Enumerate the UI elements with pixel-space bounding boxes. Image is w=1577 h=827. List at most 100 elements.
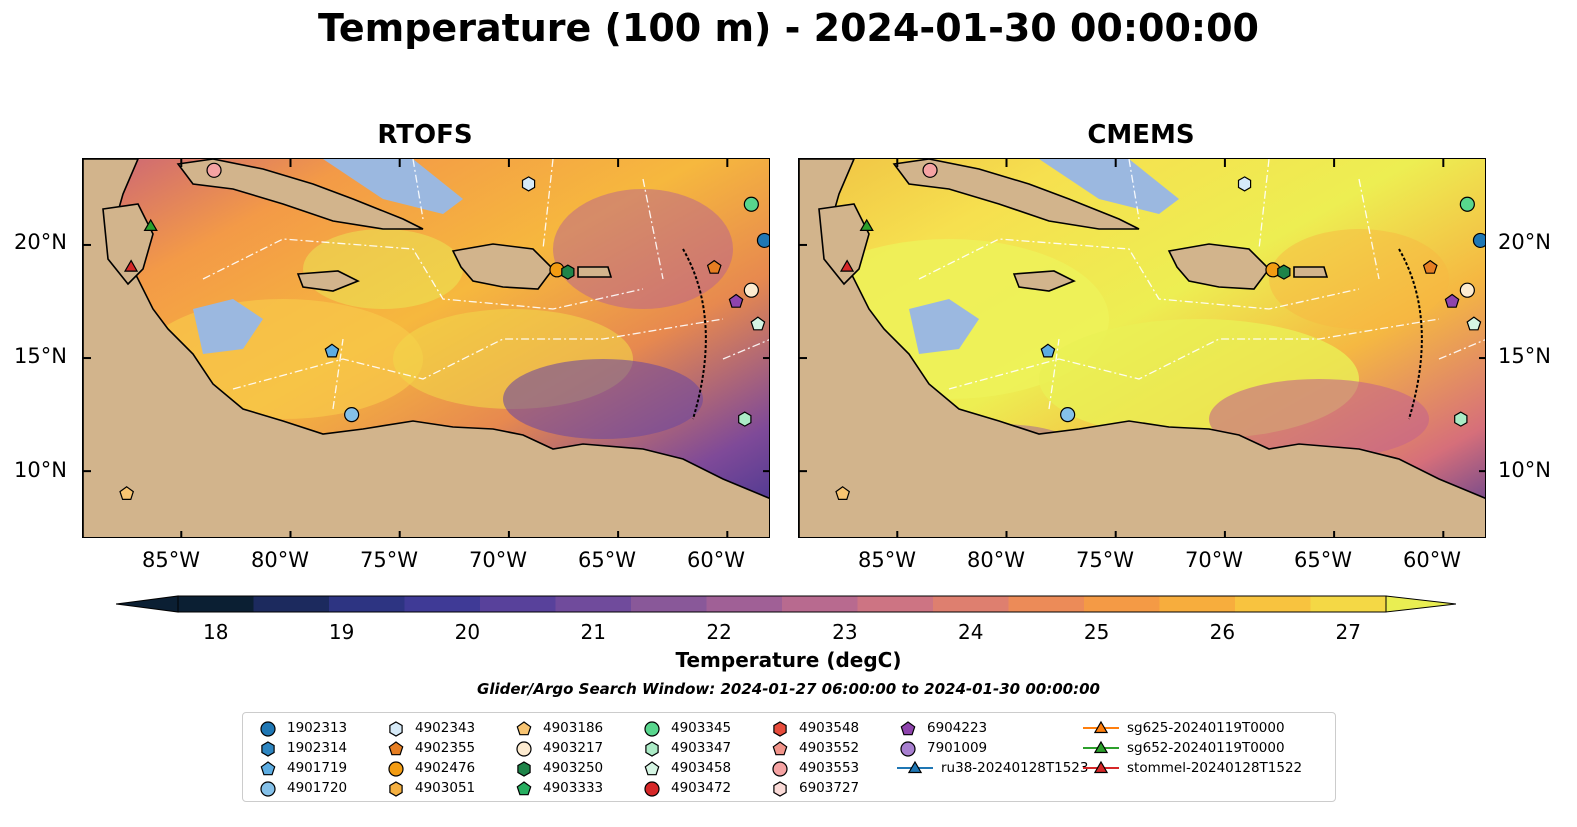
- legend-marker-shape: [907, 760, 923, 774]
- legend-marker-icon: [900, 721, 916, 736]
- legend-marker-icon: [772, 761, 788, 777]
- legend-label: 4903458: [671, 760, 732, 776]
- float-marker-1902313: [1472, 232, 1485, 249]
- marker-legend: 1902313 1902314 4901719 4901720 4902343 49023…: [242, 712, 1336, 802]
- legend-marker-shape: [644, 721, 660, 737]
- land-hispaniola: [1167, 243, 1271, 290]
- legend-label: 4903051: [415, 780, 476, 796]
- legend-marker-shape: [1093, 720, 1109, 734]
- eez-boundary-line: [412, 159, 424, 220]
- temperature-patch: [1209, 379, 1429, 459]
- legend-label: 4903347: [671, 740, 732, 756]
- eez-boundary-line: [1128, 159, 1140, 220]
- legend-marker-icon: [516, 741, 532, 757]
- shelf-bahamas: [323, 159, 463, 214]
- legend-label: 4901720: [287, 780, 348, 796]
- legend-marker-icon: [388, 761, 404, 777]
- colorbar-tick-26: 26: [1209, 620, 1236, 644]
- legend-marker-shape: [773, 781, 787, 797]
- lon-label-85w-left: 85°W: [142, 548, 200, 572]
- colorbar-segment: [782, 596, 858, 612]
- legend-marker-shape: [644, 761, 660, 776]
- legend-marker-shape: [388, 741, 404, 756]
- legend-item-ru38-20240128T1523: ru38-20240128T1523: [897, 759, 1088, 777]
- eez-boundary-line: [1048, 338, 1060, 410]
- legend-marker-shape: [644, 781, 660, 797]
- legend-label: 1902314: [287, 740, 348, 756]
- colorbar-tick-19: 19: [328, 620, 355, 644]
- colorbar-segment: [253, 596, 330, 612]
- land-puerto-rico: [577, 266, 613, 278]
- colorbar-tick-25: 25: [1083, 620, 1110, 644]
- colorbar-segment: [933, 596, 1009, 612]
- eez-boundary-line: [642, 178, 664, 280]
- legend-marker-icon: [516, 781, 532, 796]
- float-marker-1902313: [756, 232, 769, 249]
- colorbar-label: Temperature (degC): [675, 648, 902, 672]
- legend-label: 6904223: [927, 720, 988, 736]
- lon-label-70w-left: 70°W: [469, 548, 527, 572]
- legend-label: 4903250: [543, 760, 604, 776]
- temperature-patch: [553, 189, 733, 309]
- legend-marker-shape: [1093, 740, 1109, 754]
- legend-item-stommel-20240128T1522: stommel-20240128T1522: [1083, 759, 1302, 777]
- search-window-note: Glider/Argo Search Window: 2024-01-27 06…: [477, 680, 1100, 698]
- lat-label-20n-left: 20°N: [14, 230, 67, 254]
- lon-label-60w-right: 60°W: [1403, 548, 1461, 572]
- lon-label-70w-right: 70°W: [1185, 548, 1243, 572]
- legend-marker-shape: [773, 721, 787, 737]
- legend-item-4903552: 4903552: [769, 739, 859, 757]
- legend-marker-icon: [260, 721, 276, 737]
- float-marker-4903186: [119, 486, 135, 500]
- float-marker-4901719: [324, 343, 340, 358]
- legend-item-4902355: 4902355: [385, 739, 475, 757]
- lon-label-75w-right: 75°W: [1076, 548, 1134, 572]
- land-yucatan: [818, 203, 870, 286]
- float-marker-4903553: [922, 162, 938, 178]
- legend-item-4903472: 4903472: [641, 779, 731, 797]
- legend-label: 1902313: [287, 720, 348, 736]
- colorbar-segment: [329, 596, 405, 612]
- legend-marker-icon: [1083, 760, 1119, 774]
- legend-item-4903051: 4903051: [385, 779, 475, 797]
- float-marker-4903345: [1459, 196, 1475, 212]
- colorbar-segment: [1310, 596, 1387, 612]
- shelf-honduras: [909, 299, 979, 354]
- legend-marker-shape: [517, 761, 531, 777]
- legend-marker-shape: [388, 761, 404, 777]
- float-marker-4903217: [743, 282, 759, 298]
- map-cmems-canvas: [799, 159, 1485, 537]
- legend-marker-shape: [260, 761, 276, 776]
- colorbar-segment: [404, 596, 481, 612]
- eez-boundary-line: [948, 318, 1440, 390]
- float-marker-stommel-20240128T1522: [839, 259, 855, 272]
- eez-boundary-line: [232, 318, 724, 390]
- lon-label-65w-left: 65°W: [578, 548, 636, 572]
- lat-label-15n-right: 15°N: [1498, 344, 1551, 368]
- float-marker-4902355: [1422, 259, 1438, 274]
- legend-marker-icon: [1083, 720, 1119, 734]
- colorbar-extend-low: [116, 595, 179, 613]
- legend-label: 4903333: [543, 780, 604, 796]
- legend-marker-shape: [772, 761, 788, 777]
- float-marker-4903217: [1459, 282, 1475, 298]
- float-marker-4903458: [1466, 316, 1482, 331]
- legend-marker-icon: [897, 760, 933, 774]
- colorbar-segment: [1235, 596, 1311, 612]
- float-marker-4903458: [750, 316, 766, 331]
- legend-marker-shape: [516, 741, 532, 757]
- legend-label: 4901719: [287, 760, 348, 776]
- colorbar-tick-21: 21: [580, 620, 606, 644]
- land-jamaica: [296, 270, 360, 292]
- map-rtofs-canvas: [83, 159, 769, 537]
- legend-marker-icon: [388, 741, 404, 756]
- legend-marker-icon: [261, 741, 275, 757]
- legend-item-6904223: 6904223: [897, 719, 987, 737]
- panel-title-rtofs: RTOFS: [377, 120, 473, 150]
- colorbar-extend-high: [1385, 595, 1456, 613]
- legend-label: stommel-20240128T1522: [1127, 760, 1303, 776]
- legend-label: 4903553: [799, 760, 860, 776]
- legend-marker-shape: [900, 721, 916, 736]
- legend-marker-icon: [516, 721, 532, 736]
- colorbar-segment: [857, 596, 934, 612]
